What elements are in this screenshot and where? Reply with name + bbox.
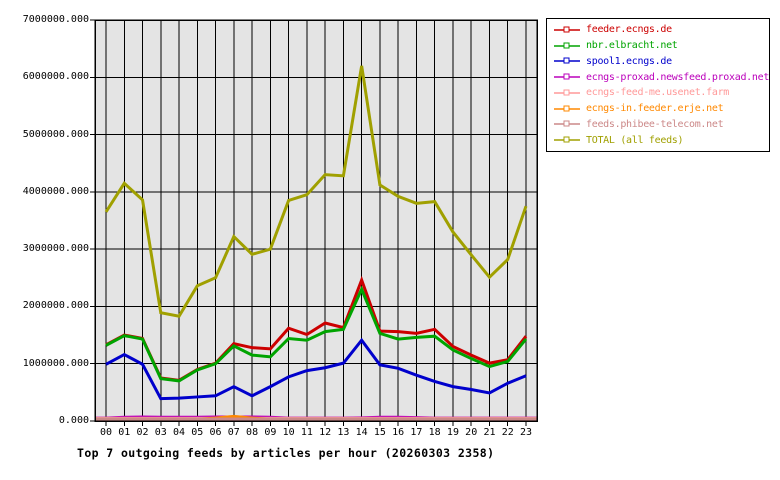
x-axis-tick-label: 06 (209, 427, 222, 438)
x-axis-tick-label: 22 (501, 427, 514, 438)
legend-marker-icon (554, 89, 580, 96)
legend-item: feeder.ecngs.de (553, 23, 769, 37)
legend-marker-icon (554, 120, 580, 127)
legend-marker-icon (554, 136, 580, 143)
legend-label: nbr.elbracht.net (586, 40, 678, 52)
plot-frame (94, 19, 538, 422)
legend-item: spool1.ecngs.de (553, 54, 769, 68)
y-axis-tick-label: 5000000.000 (22, 128, 89, 140)
plot-background (95, 20, 537, 421)
y-axis-tick-label: 2000000.000 (22, 300, 89, 312)
x-axis-tick-label: 04 (173, 427, 186, 438)
x-axis-tick-label: 07 (227, 427, 240, 438)
legend-item: TOTAL (all feeds) (553, 133, 769, 147)
legend-item: feeds.phibee-telecom.net (553, 117, 769, 131)
legend-label: feeds.phibee-telecom.net (586, 118, 724, 130)
legend-item: nbr.elbracht.net (553, 39, 769, 53)
x-axis-tick-label: 02 (136, 427, 149, 438)
legend-marker-icon (554, 57, 580, 64)
x-axis-tick-label: 21 (483, 427, 496, 438)
x-axis-tick-label: 11 (300, 427, 313, 438)
legend-item: ecngs-in.feeder.erje.net (553, 102, 769, 116)
legend-marker-icon (554, 105, 580, 112)
y-axis-tick-label: 7000000.000 (22, 14, 89, 25)
x-axis-tick-label: 08 (246, 427, 259, 438)
x-axis-tick-label: 19 (446, 427, 459, 438)
x-axis-tick-label: 17 (410, 427, 423, 438)
legend: feeder.ecngs.de nbr.elbracht.net spool1.ec… (546, 18, 770, 152)
x-axis-tick-label: 15 (373, 427, 386, 438)
series-line-total-all-feeds- (104, 65, 528, 318)
x-axis-tick-label: 03 (154, 427, 167, 438)
legend-label: spool1.ecngs.de (586, 55, 672, 67)
y-axis-tick-label: 3000000.000 (22, 243, 89, 255)
x-axis-tick-label: 05 (191, 427, 204, 438)
y-axis-tick-label: 4000000.000 (22, 185, 89, 197)
x-axis-tick-label: 14 (355, 427, 368, 438)
series-line-spool1-ecngs-de (105, 337, 527, 401)
legend-marker-icon (554, 73, 580, 80)
legend-item: ecngs-proxad.newsfeed.proxad.net (553, 70, 769, 84)
x-axis-tick-label: 00 (99, 427, 113, 438)
legend-label: ecngs-proxad.newsfeed.proxad.net (586, 71, 770, 83)
chart-title: Top 7 outgoing feeds by articles per hou… (77, 446, 495, 460)
x-axis-tick-label: 09 (264, 427, 277, 438)
x-axis-tick-label: 13 (337, 427, 350, 438)
legend-label: feeder.ecngs.de (586, 24, 672, 36)
legend-marker-icon (554, 26, 580, 33)
legend-label: ecngs-feed-me.usenet.farm (586, 87, 730, 99)
y-axis-tick-label: 0.000 (58, 415, 89, 426)
legend-label: TOTAL (all feeds) (586, 134, 684, 146)
y-axis-tick-label: 6000000.000 (22, 71, 89, 83)
x-axis-tick-label: 01 (118, 427, 131, 438)
x-axis-tick-label: 16 (392, 427, 405, 438)
series-line-nbr-elbracht-net (105, 285, 528, 383)
x-axis-tick-label: 12 (319, 427, 332, 438)
x-axis-tick-label: 10 (282, 427, 295, 438)
legend-marker-icon (554, 42, 580, 49)
legend-label: ecngs-in.feeder.erje.net (586, 103, 724, 115)
y-axis-tick-label: 1000000.000 (22, 357, 89, 369)
x-axis-tick-label: 18 (428, 427, 441, 438)
x-axis-tick-label: 20 (465, 427, 478, 438)
legend-item: ecngs-feed-me.usenet.farm (553, 86, 769, 100)
x-axis-tick-label: 23 (519, 427, 533, 438)
